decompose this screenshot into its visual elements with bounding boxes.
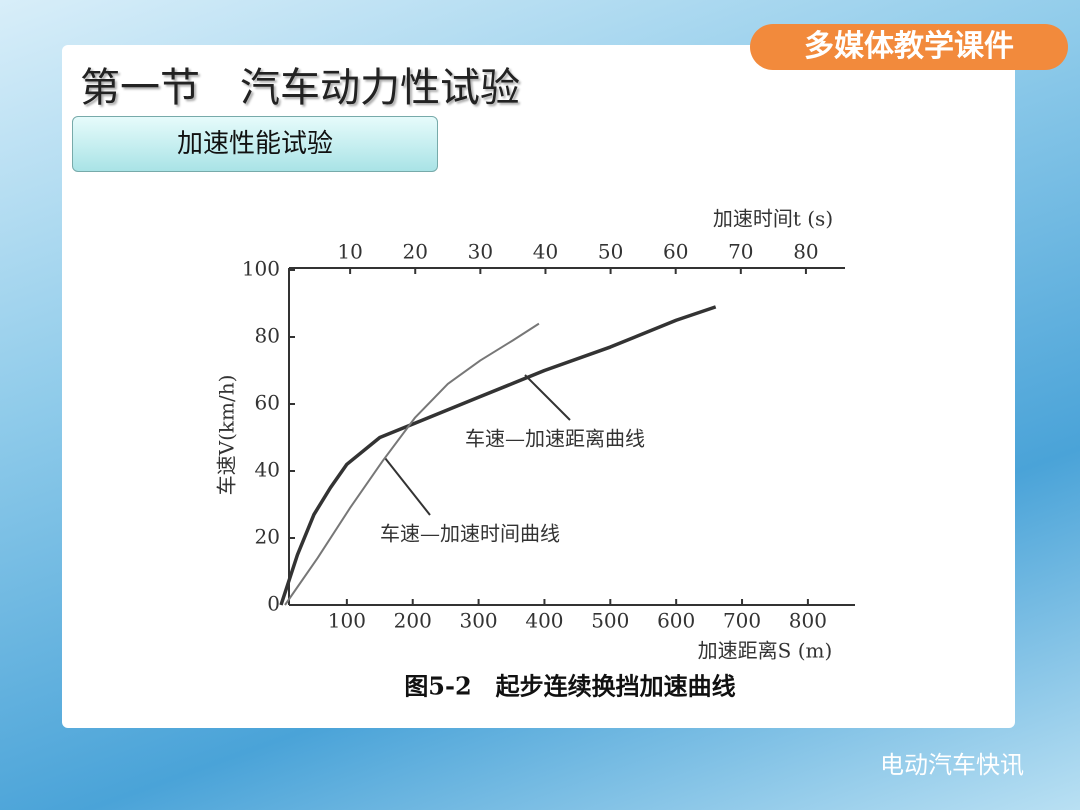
slide-title: 第一节 汽车动力性试验 [80, 65, 520, 111]
x2-tick-label: 20 [403, 240, 428, 264]
x2-tick-label: 60 [663, 240, 688, 264]
y-tick-label: 60 [255, 391, 280, 415]
x2-tick-label: 70 [728, 240, 753, 264]
x2-tick-label: 50 [598, 240, 623, 264]
x-tick-label: 100 [328, 609, 366, 633]
x2-axis-label: 加速时间t (s) [713, 207, 833, 231]
series-annotation: 车速—加速距离曲线 [465, 427, 645, 451]
x2-tick-label: 10 [337, 240, 362, 264]
series-annotation: 车速—加速时间曲线 [380, 522, 560, 546]
badge: 多媒体教学课件 [750, 24, 1068, 70]
x2-tick-label: 80 [793, 240, 818, 264]
caption: 图5-2 起步连续换挡加速曲线 [404, 672, 735, 701]
y-tick-label: 0 [267, 592, 280, 616]
x-tick-label: 500 [591, 609, 629, 633]
y-tick-label: 40 [255, 458, 280, 482]
watermark: 电动汽车快讯 [880, 751, 1024, 779]
x-tick-label: 800 [789, 609, 827, 633]
y-tick-label: 80 [255, 324, 280, 348]
x2-tick-label: 40 [533, 240, 558, 264]
x2-tick-label: 30 [468, 240, 493, 264]
x-tick-label: 300 [459, 609, 497, 633]
series-line [284, 322, 540, 606]
x-tick-label: 400 [525, 609, 563, 633]
y-tick-label: 100 [242, 257, 280, 281]
leader-line [384, 457, 431, 516]
x-tick-label: 600 [657, 609, 695, 633]
series-line [279, 305, 717, 606]
leader-line [524, 374, 571, 421]
x-tick-label: 200 [394, 609, 432, 633]
y-axis-label: 车速V(km/h) [215, 375, 239, 496]
x-axis-label: 加速距离S (m) [698, 639, 833, 663]
y-tick-label: 20 [255, 525, 280, 549]
x-tick-label: 700 [723, 609, 761, 633]
section-box: 加速性能试验 [72, 116, 438, 172]
